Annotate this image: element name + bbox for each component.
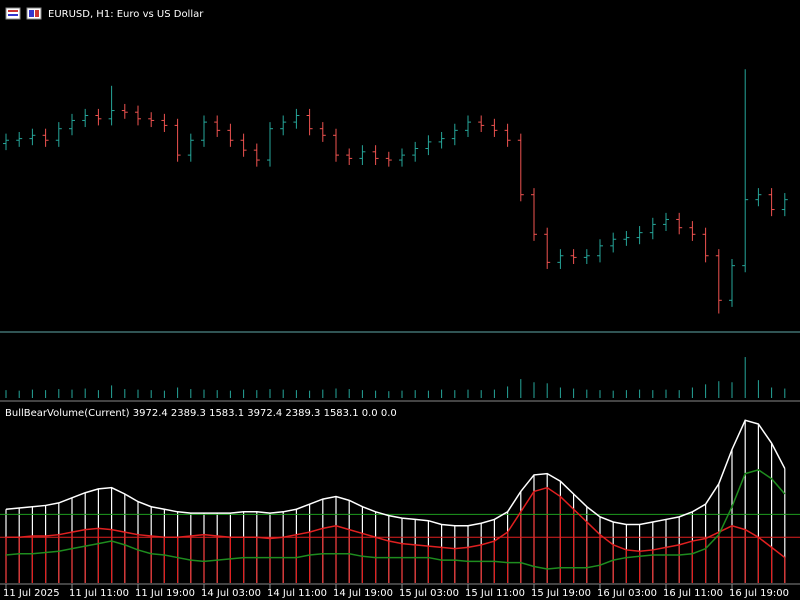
x-tick-label: 11 Jul 11:00 xyxy=(69,588,129,599)
icon-part xyxy=(8,10,18,12)
indicator-line xyxy=(6,486,786,559)
x-tick-label: 16 Jul 03:00 xyxy=(597,588,657,599)
toolbar-icons xyxy=(5,7,42,20)
icon-part xyxy=(8,14,18,16)
x-tick-label: 14 Jul 03:00 xyxy=(201,588,261,599)
x-tick-label: 15 Jul 19:00 xyxy=(531,588,591,599)
icon-part xyxy=(35,10,39,17)
x-tick-label: 16 Jul 11:00 xyxy=(663,588,723,599)
x-tick-label: 11 Jul 2025 xyxy=(3,588,60,599)
indicator-line xyxy=(5,469,786,570)
x-tick-label: 15 Jul 11:00 xyxy=(465,588,525,599)
x-tick-label: 15 Jul 03:00 xyxy=(399,588,459,599)
x-tick-label: 14 Jul 19:00 xyxy=(333,588,393,599)
chart-title: EURUSD, H1: Euro vs US Dollar xyxy=(48,9,204,20)
x-tick-label: 11 Jul 19:00 xyxy=(135,588,195,599)
icon xyxy=(5,7,21,20)
indicator-label: BullBearVolume(Current) 3972.4 2389.3 15… xyxy=(5,408,397,419)
x-tick-label: 14 Jul 11:00 xyxy=(267,588,327,599)
x-tick-label: 16 Jul 19:00 xyxy=(729,588,789,599)
icon-part xyxy=(29,10,34,17)
indicator-line xyxy=(5,419,786,527)
